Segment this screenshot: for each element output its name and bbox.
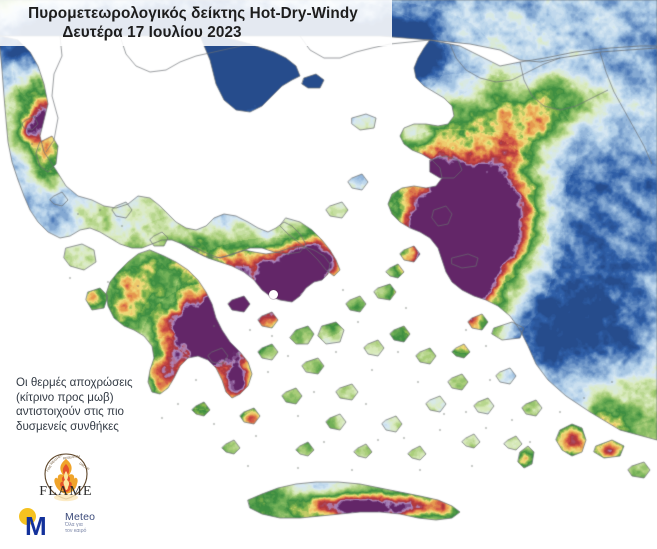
svg-text:RESEARCH: RESEARCH [63, 454, 81, 460]
svg-text:GROUP: GROUP [78, 462, 90, 472]
flame-logo: FIRE WEATHER RESEARCH GROUP FLAME [27, 452, 105, 504]
page-title: Πυρομετεωρολογικός δείκτης Hot-Dry-Windy [28, 5, 358, 22]
svg-text:FIRE: FIRE [45, 464, 52, 472]
meteo-tagline-line-2: τον καιρό [65, 528, 87, 534]
legend-note-line-3: αντιστοιχούν στις πιο [16, 405, 124, 419]
legend-note-line-4: δυσμενείς συνθήκες [16, 419, 119, 433]
meteo-tagline-line-1: Όλα για [65, 522, 83, 528]
legend-note-line-1: Οι θερμές αποχρώσεις [16, 376, 133, 389]
meteo-sun-icon [19, 508, 36, 525]
legend-note: Οι θερμές αποχρώσεις (κίτρινο προς μωβ) … [16, 376, 194, 434]
meteo-logo-label: Meteo [65, 511, 96, 523]
flame-emblem-icon: FIRE WEATHER RESEARCH GROUP [44, 452, 90, 502]
meteo-tagline: Όλα για τον καιρό [65, 522, 127, 534]
legend-note-line-2: (κίτρινο προς μωβ) [16, 390, 114, 404]
meteo-monogram-icon: M [25, 511, 47, 541]
title-banner: Πυρομετεωρολογικός δείκτης Hot-Dry-Windy… [0, 0, 392, 46]
flame-logo-label: FLAME [39, 484, 93, 499]
page-subtitle: Δευτέρα 17 Ιουλίου 2023 [62, 24, 242, 41]
meteo-logo: M Meteo Όλα για τον καιρό [19, 508, 129, 541]
athens-marker [268, 289, 278, 299]
